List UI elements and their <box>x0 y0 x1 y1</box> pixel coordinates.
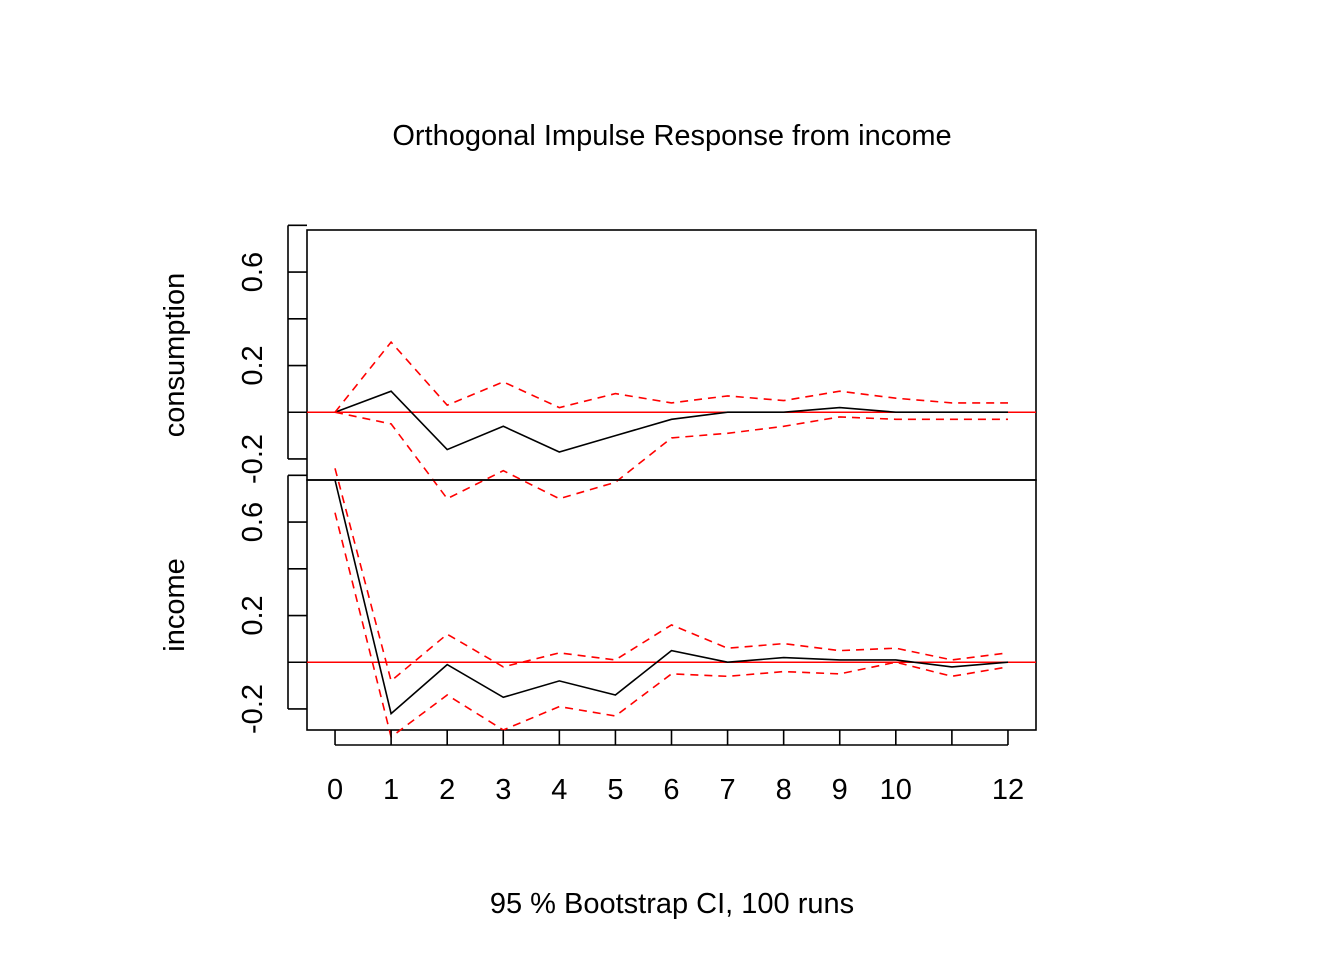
y-tick-label-income: 0.2 <box>237 595 269 635</box>
panel-ylabel-consumption: consumption <box>159 273 191 437</box>
series-upper-income <box>334 468 1009 683</box>
x-tick-label: 8 <box>776 774 792 806</box>
series-lower-income <box>334 512 1009 739</box>
x-axis-label: 95 % Bootstrap CI, 100 runs <box>490 888 854 920</box>
y-tick-label-income: 0.6 <box>237 502 269 542</box>
series-upper-consumption <box>334 340 1008 413</box>
x-tick-label: 2 <box>439 774 455 806</box>
x-tick-label: 3 <box>495 774 511 806</box>
x-tick-label: 12 <box>992 774 1024 806</box>
series-response-income <box>334 479 1009 716</box>
x-tick-label: 9 <box>832 774 848 806</box>
x-tick-label: 0 <box>327 774 343 806</box>
y-tick-label-income: -0.2 <box>237 684 269 734</box>
x-tick-label: 10 <box>880 774 912 806</box>
x-tick-label: 1 <box>383 774 399 806</box>
series-response-consumption <box>334 390 1008 453</box>
y-tick-label-consumption: 0.2 <box>237 345 269 385</box>
x-tick-label: 7 <box>720 774 736 806</box>
panel-ylabel-income: income <box>159 558 191 652</box>
y-tick-label-consumption: 0.6 <box>237 252 269 292</box>
x-tick-label: 6 <box>663 774 679 806</box>
panel-frame-consumption <box>306 229 1037 481</box>
chart-title: Orthogonal Impulse Response from income <box>392 120 951 152</box>
x-tick-label: 4 <box>551 774 567 806</box>
x-tick-label: 5 <box>607 774 623 806</box>
series-lower-consumption <box>334 411 1008 500</box>
y-tick-label-consumption: -0.2 <box>237 434 269 484</box>
